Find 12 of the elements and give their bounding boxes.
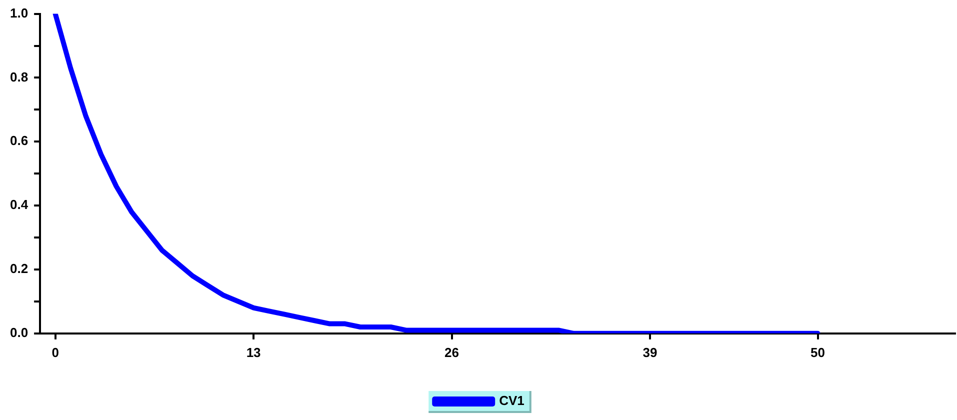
x-tick-label: 50 <box>810 344 825 360</box>
y-tick-label: 0.8 <box>10 69 28 84</box>
y-tick-label: 0.4 <box>10 197 29 212</box>
x-tick-label: 0 <box>52 344 59 360</box>
y-tick-label: 0.6 <box>10 133 28 148</box>
y-tick-label: 0.0 <box>10 324 28 340</box>
legend-label: CV1 <box>499 393 524 408</box>
x-tick-label: 26 <box>444 344 460 360</box>
y-tick-label: 0.2 <box>10 261 28 276</box>
x-tick-label: 13 <box>246 344 261 360</box>
y-tick-label: 1.0 <box>10 5 28 20</box>
x-tick-label: 39 <box>642 344 658 360</box>
